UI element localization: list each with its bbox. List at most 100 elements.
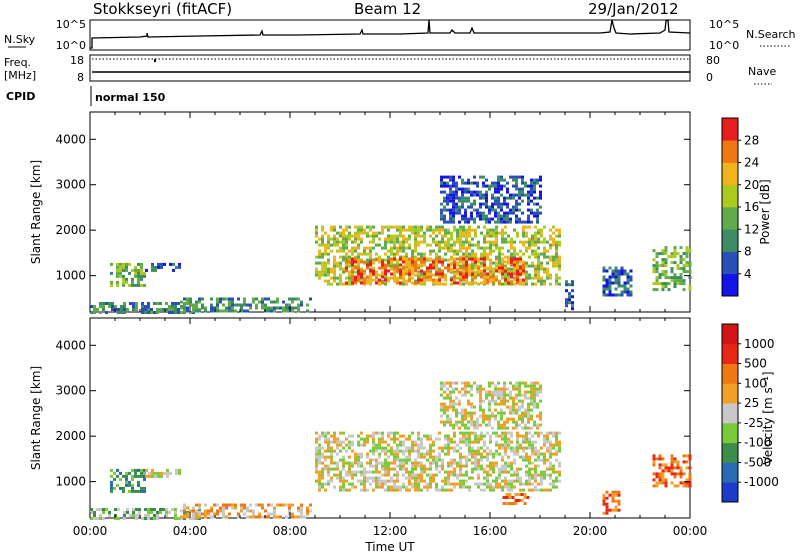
colorbar-swatch: [722, 118, 738, 141]
data-cell: [137, 271, 140, 275]
data-cell: [495, 275, 498, 279]
data-cell: [408, 246, 411, 250]
data-cell: [530, 408, 533, 412]
data-cell: [608, 278, 612, 282]
data-cell: [402, 464, 405, 468]
data-cell: [455, 396, 458, 400]
data-cell: [534, 276, 537, 280]
data-cell: [144, 305, 147, 308]
data-cell: [234, 503, 237, 507]
data-cell: [555, 479, 558, 483]
data-cell: [399, 269, 402, 273]
data-cell: [357, 260, 360, 264]
data-cell: [537, 240, 540, 244]
data-cell: [387, 258, 390, 262]
data-cell: [446, 414, 449, 418]
data-cell: [366, 281, 369, 285]
data-cell: [375, 234, 378, 238]
data-cell: [536, 214, 539, 218]
data-cell: [213, 512, 216, 516]
data-cell: [132, 305, 135, 308]
data-cell: [429, 243, 432, 247]
data-cell: [652, 249, 656, 253]
data-cell: [330, 458, 333, 462]
data-cell: [375, 485, 378, 489]
data-cell: [399, 255, 402, 259]
data-cell: [327, 252, 330, 256]
data-cell: [119, 471, 122, 475]
data-cell: [483, 225, 486, 229]
data-cell: [539, 211, 542, 215]
data-cell: [495, 476, 498, 480]
data-cell: [123, 514, 126, 517]
data-cell: [536, 405, 539, 409]
data-cell: [396, 252, 399, 256]
data-cell: [435, 458, 438, 462]
colorbar-tick-label: 16: [744, 200, 759, 214]
data-cell: [658, 463, 662, 467]
data-cell: [441, 458, 444, 462]
data-cell: [399, 228, 402, 232]
data-cell: [438, 260, 441, 264]
data-cell: [264, 297, 267, 301]
data-cell: [465, 260, 468, 264]
data-cell: [608, 287, 612, 291]
data-cell: [497, 387, 500, 391]
data-cell: [172, 262, 175, 266]
data-cell: [288, 509, 291, 513]
data-cell: [150, 511, 153, 514]
data-cell: [360, 473, 363, 477]
data-cell: [522, 231, 525, 235]
data-cell: [528, 264, 531, 268]
data-cell: [492, 228, 495, 232]
data-cell: [521, 405, 524, 409]
data-cell: [602, 269, 606, 273]
data-cell: [399, 246, 402, 250]
data-cell: [378, 231, 381, 235]
data-cell: [453, 266, 456, 270]
data-cell: [360, 279, 363, 283]
data-cell: [497, 214, 500, 218]
data-cell: [443, 208, 446, 212]
data-cell: [393, 455, 396, 459]
data-cell: [629, 275, 633, 279]
data-cell: [522, 240, 525, 244]
data-cell: [426, 458, 429, 462]
data-cell: [507, 272, 510, 276]
data-cell: [279, 503, 282, 507]
data-cell: [525, 473, 528, 477]
data-cell: [513, 228, 516, 232]
data-cell: [363, 476, 366, 480]
data-cell: [414, 443, 417, 447]
data-cell: [479, 196, 482, 200]
data-cell: [504, 269, 507, 273]
data-cell: [255, 306, 258, 310]
data-cell: [429, 249, 432, 253]
data-cell: [685, 484, 689, 488]
data-cell: [129, 302, 132, 305]
data-cell: [447, 237, 450, 241]
data-cell: [381, 437, 384, 441]
data-cell: [552, 443, 555, 447]
data-cell: [510, 246, 513, 250]
data-cell: [485, 178, 488, 182]
data-cell: [558, 234, 561, 238]
data-cell: [327, 470, 330, 474]
data-cell: [534, 282, 537, 286]
data-cell: [516, 440, 519, 444]
data-cell: [450, 437, 453, 441]
data-cell: [468, 434, 471, 438]
data-cell: [512, 402, 515, 406]
data-cell: [536, 208, 539, 212]
data-cell: [357, 234, 360, 238]
data-cell: [381, 275, 384, 279]
data-cell: [676, 466, 680, 470]
data-cell: [411, 231, 414, 235]
data-cell: [555, 440, 558, 444]
data-cell: [402, 440, 405, 444]
data-cell: [543, 470, 546, 474]
data-cell: [509, 417, 512, 421]
data-cell: [315, 458, 318, 462]
data-cell: [482, 417, 485, 421]
data-cell: [378, 431, 381, 435]
